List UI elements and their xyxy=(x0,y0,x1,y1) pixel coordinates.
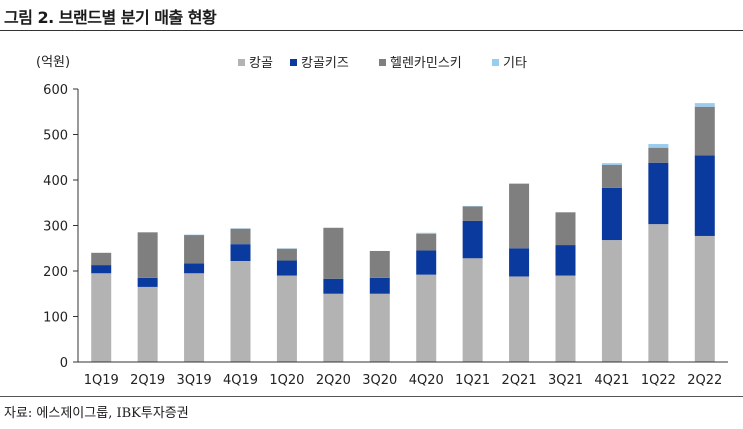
y-tick-label: 600 xyxy=(43,83,68,98)
legend-swatch xyxy=(492,59,499,66)
x-axis: 1Q19 2Q19 3Q19 4Q19 1Q20 2Q20 3Q20 4Q20 1Q21 2Q21… xyxy=(78,361,728,388)
bar-segment xyxy=(323,293,344,362)
y-tick-label: 100 xyxy=(43,311,68,326)
bar-segment xyxy=(601,163,622,165)
bar-segment xyxy=(137,232,158,278)
bar-segment xyxy=(416,233,437,251)
bar-segment xyxy=(369,277,390,294)
x-tick-label: 3Q21 xyxy=(548,373,583,388)
y-axis-label: (억원) xyxy=(36,55,70,70)
x-tick-label: 1Q21 xyxy=(455,373,490,388)
legend-label: 기타 xyxy=(503,56,527,71)
legend-swatch xyxy=(379,59,386,66)
bar-segment xyxy=(369,293,390,362)
stacked-bar-chart: (억원) 캉골 캉골키즈 헬렌카민스키 기타 0100200300400500600 … xyxy=(36,55,728,388)
bar-segment xyxy=(230,228,251,245)
bar-segment xyxy=(462,220,483,259)
bar-segment xyxy=(648,144,669,148)
bar-segment xyxy=(694,103,715,107)
bar-segment xyxy=(91,273,112,362)
x-tick-label: 2Q20 xyxy=(316,373,351,388)
bar-segment xyxy=(509,183,530,249)
bar-segment xyxy=(648,162,669,225)
bar-segment xyxy=(230,244,251,261)
bar-segment xyxy=(137,277,158,287)
y-tick-label: 400 xyxy=(43,174,68,189)
bar-segment xyxy=(137,286,158,362)
bar-segment xyxy=(184,263,205,274)
x-tick-label: 2Q19 xyxy=(130,373,165,388)
y-tick-label: 300 xyxy=(43,220,68,235)
bar-segment xyxy=(555,275,576,362)
bar-segment xyxy=(184,273,205,362)
x-tick-label: 4Q19 xyxy=(223,373,258,388)
x-tick-label: 2Q21 xyxy=(502,373,537,388)
y-tick-label: 200 xyxy=(43,265,68,280)
y-axis: 0 100 200 300 400 500 600 xyxy=(43,83,79,371)
bar-segment xyxy=(416,250,437,275)
x-tick-label: 1Q22 xyxy=(641,373,676,388)
source-note: 자료: 에스제이그룹, IBK투자증권 xyxy=(4,406,189,421)
bar-segment xyxy=(276,260,297,276)
legend: 캉골 캉골키즈 헬렌카민스키 기타 xyxy=(238,56,527,71)
x-tick-label: 2Q22 xyxy=(687,373,722,388)
bar-segment xyxy=(276,248,297,261)
bar-segment xyxy=(323,227,344,279)
bar-segment xyxy=(509,248,530,277)
legend-label: 헬렌카민스키 xyxy=(390,56,462,71)
bar-segment xyxy=(601,240,622,362)
bar-segment xyxy=(462,258,483,362)
bar-segment xyxy=(91,252,112,266)
bar-segment xyxy=(323,278,344,294)
figure-title: 그림 2. 브랜드별 분기 매출 현황 xyxy=(4,8,217,27)
legend-swatch xyxy=(290,59,297,66)
bar-segment xyxy=(230,260,251,362)
x-tick-label: 4Q20 xyxy=(409,373,444,388)
bars xyxy=(91,103,715,362)
bar-segment xyxy=(276,275,297,362)
y-tick-label: 0 xyxy=(60,356,68,371)
bar-segment xyxy=(369,250,390,278)
y-tick-label: 500 xyxy=(43,129,68,144)
bar-segment xyxy=(694,235,715,362)
bar-segment xyxy=(91,265,112,274)
bar-segment xyxy=(601,187,622,241)
bar-segment xyxy=(694,106,715,156)
bar-segment xyxy=(555,212,576,246)
bar-segment xyxy=(694,155,715,236)
footer-divider xyxy=(0,396,743,397)
bar-segment xyxy=(184,235,205,264)
legend-label: 캉골 xyxy=(249,56,273,71)
bar-segment xyxy=(555,245,576,276)
bar-segment xyxy=(648,147,669,163)
x-tick-label: 1Q19 xyxy=(84,373,119,388)
title-divider xyxy=(0,30,743,31)
bar-segment xyxy=(462,206,483,221)
bar-segment xyxy=(416,274,437,362)
legend-label: 캉골키즈 xyxy=(301,56,349,71)
bar-segment xyxy=(648,224,669,362)
bar-segment xyxy=(509,276,530,362)
legend-swatch xyxy=(238,59,245,66)
bar-segment xyxy=(416,232,437,234)
x-tick-label: 1Q20 xyxy=(269,373,304,388)
x-tick-label: 3Q19 xyxy=(177,373,212,388)
x-tick-label: 3Q20 xyxy=(362,373,397,388)
x-tick-label: 4Q21 xyxy=(594,373,629,388)
bar-segment xyxy=(601,164,622,188)
